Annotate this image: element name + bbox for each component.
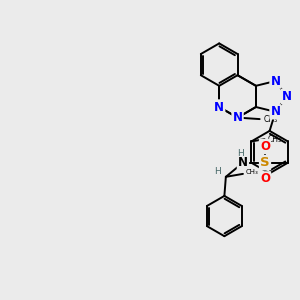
Text: N: N: [238, 156, 248, 169]
Text: N: N: [271, 74, 281, 88]
Text: S: S: [260, 156, 270, 169]
Text: H: H: [237, 149, 244, 158]
Text: CH₃: CH₃: [268, 135, 282, 144]
Text: H: H: [214, 167, 220, 176]
Text: CH₃: CH₃: [263, 115, 277, 124]
Text: N: N: [271, 105, 281, 118]
Text: O: O: [260, 140, 270, 153]
Text: N: N: [282, 90, 292, 103]
Text: N: N: [214, 100, 224, 113]
Text: N: N: [232, 111, 243, 124]
Text: CH₃: CH₃: [246, 169, 259, 175]
Text: O: O: [260, 172, 270, 185]
